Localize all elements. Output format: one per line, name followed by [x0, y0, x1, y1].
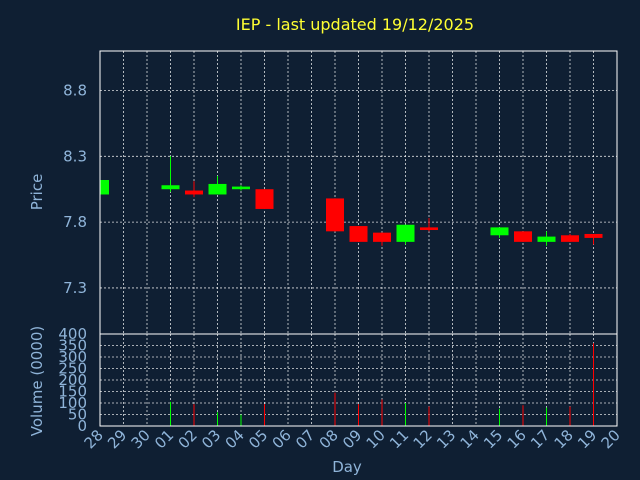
- candle-15: [490, 227, 509, 238]
- candle-17: [537, 231, 556, 246]
- volume-tick-label: 150: [58, 383, 87, 401]
- x-tick-label: 11: [386, 426, 412, 452]
- candle-05: [255, 189, 274, 209]
- price-tick-label: 7.3: [63, 279, 87, 297]
- candle-body: [561, 235, 579, 242]
- x-axis-label: Day: [332, 458, 362, 476]
- volume-tick-label: 200: [58, 371, 87, 389]
- candle-body: [396, 224, 415, 242]
- candle-body: [420, 227, 438, 231]
- candle-08: [326, 198, 344, 232]
- x-tick-label: 14: [457, 426, 483, 452]
- x-tick-label: 09: [339, 426, 365, 452]
- volume-panel-frame: [99, 333, 618, 427]
- chart-title: IEP - last updated 19/12/2025: [236, 15, 474, 34]
- x-tick-label: 20: [598, 426, 624, 452]
- x-tick-label: 05: [245, 426, 271, 452]
- x-tick-label: 18: [551, 426, 577, 452]
- candle-03: [208, 176, 227, 195]
- candle-19: [584, 233, 603, 245]
- candle-09: [349, 226, 368, 242]
- candle-body: [584, 233, 603, 238]
- volume-axis-label: Volume (0000): [28, 326, 46, 436]
- volume-tick-label: 400: [58, 325, 87, 343]
- candle-28: [99, 179, 109, 195]
- volume-tick-label: 0: [77, 417, 87, 435]
- x-tick-label: 04: [222, 426, 248, 452]
- candle-body: [100, 179, 109, 195]
- candle-body: [185, 190, 203, 195]
- x-tick-label: 13: [433, 426, 459, 452]
- x-tick-label: 10: [363, 426, 389, 452]
- volume-bars: [170, 343, 594, 426]
- price-tick-label: 8.3: [63, 147, 87, 165]
- volume-tick-label: 300: [58, 348, 87, 366]
- volume-tick-label: 50: [68, 406, 87, 424]
- x-tick-label: 29: [104, 426, 130, 452]
- candle-02: [185, 181, 203, 198]
- candle-12: [420, 218, 438, 232]
- candle-body: [326, 198, 344, 232]
- x-axis-ticks: 2829300102030405060708091011121314151617…: [81, 426, 624, 452]
- candle-11: [396, 224, 415, 245]
- candle-body: [255, 189, 274, 209]
- x-tick-label: 03: [198, 426, 224, 452]
- candle-body: [490, 227, 509, 236]
- x-tick-label: 08: [316, 426, 342, 452]
- x-tick-label: 16: [504, 426, 530, 452]
- x-tick-label: 06: [269, 426, 295, 452]
- candle-body: [514, 231, 532, 242]
- candle-10: [373, 232, 391, 246]
- x-tick-label: 07: [292, 426, 318, 452]
- candle-04: [232, 185, 250, 191]
- x-tick-label: 15: [480, 426, 506, 452]
- price-candles: [99, 156, 603, 246]
- volume-tick-label: 250: [58, 360, 87, 378]
- candle-body: [349, 226, 368, 242]
- candle-01: [161, 156, 180, 192]
- x-tick-label: 30: [128, 426, 154, 452]
- volume-tick-label: 350: [58, 337, 87, 355]
- candle-body: [373, 232, 391, 242]
- price-grid: [99, 51, 618, 334]
- price-tick-label: 8.8: [63, 81, 87, 99]
- x-tick-label: 19: [574, 426, 600, 452]
- price-axis-label: Price: [28, 174, 46, 211]
- candle-body: [161, 185, 180, 190]
- candle-body: [208, 183, 227, 195]
- x-tick-label: 01: [151, 426, 177, 452]
- candle-body: [537, 236, 556, 242]
- x-tick-label: 02: [175, 426, 201, 452]
- x-tick-label: 17: [527, 426, 553, 452]
- price-y-ticks: 7.3 7.8 8.3 8.8: [63, 81, 87, 296]
- candle-18: [561, 233, 579, 242]
- x-tick-label: 12: [410, 426, 436, 452]
- price-tick-label: 7.8: [63, 213, 87, 231]
- candle-body: [232, 186, 250, 190]
- candle-16: [514, 231, 532, 242]
- volume-tick-label: 100: [58, 394, 87, 412]
